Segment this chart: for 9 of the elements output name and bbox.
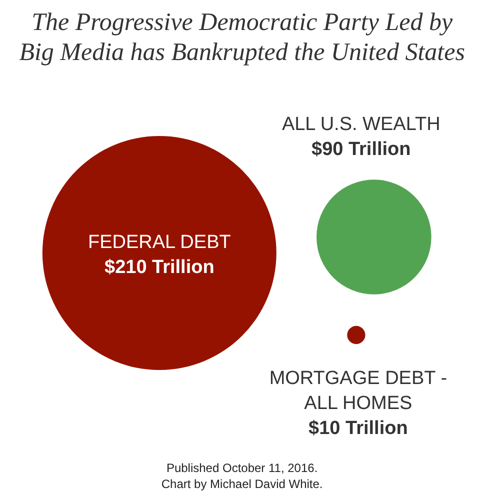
text: Published October 11, 2016.: [166, 461, 318, 475]
text: The Progressive Democratic Party Led by Big Media has Bankrupted the United States: [19, 9, 465, 66]
category-label: ALL U.S. WEALTH: [282, 114, 440, 135]
category-label: MORTGAGE DEBT - ALL HOMES: [269, 368, 448, 414]
data-label: $210 Trillion: [104, 257, 214, 278]
data-label: $90 Trillion: [311, 139, 411, 160]
data-label: $10 Trillion: [308, 418, 408, 439]
text: Chart by Michael David White.: [161, 477, 323, 491]
category-label: FEDERAL DEBT: [88, 232, 232, 253]
